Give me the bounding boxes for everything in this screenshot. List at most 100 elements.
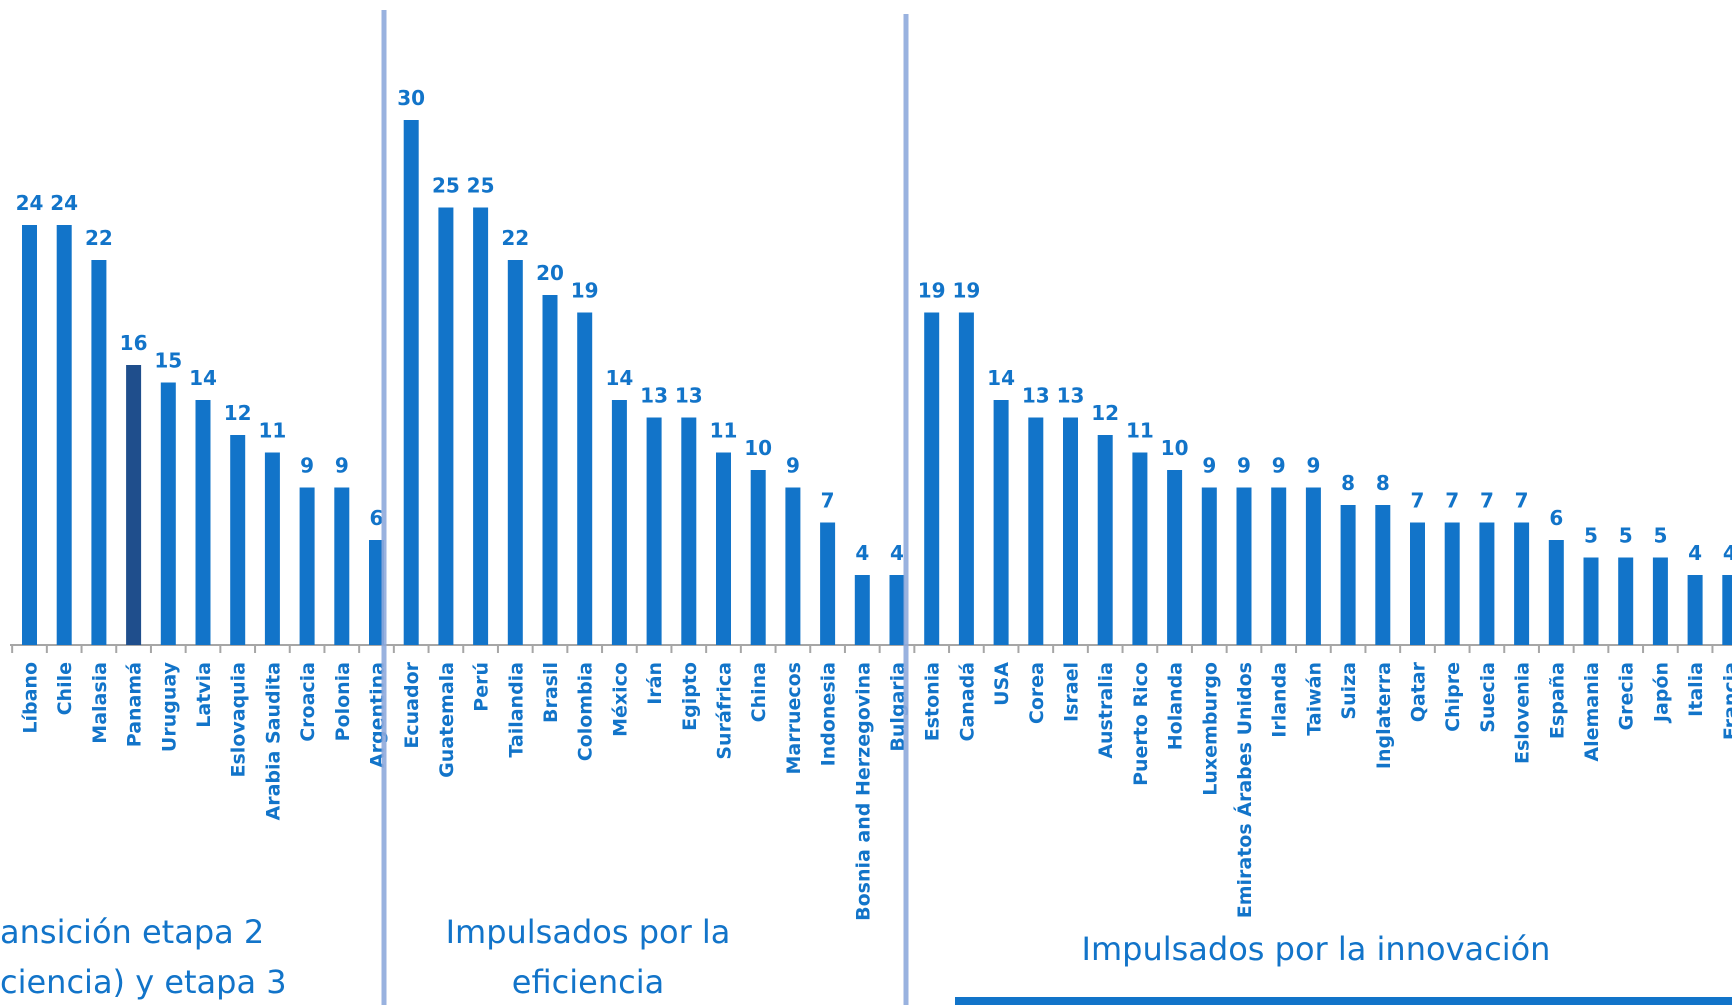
bar-holanda (1167, 470, 1183, 645)
bar-alemania (1583, 557, 1599, 645)
value-label-guatemala: 25 (432, 174, 460, 198)
bar-brasil (542, 295, 558, 645)
value-label-qatar: 7 (1411, 489, 1425, 513)
value-label-ecuador: 30 (397, 86, 425, 110)
value-label-croacia: 9 (300, 454, 314, 478)
value-label-suiza: 8 (1341, 471, 1355, 495)
bar-taiwan (1305, 487, 1321, 645)
value-label-emiratos-arabes-unidos: 9 (1237, 454, 1251, 478)
value-label-tailandia: 22 (501, 226, 529, 250)
group-label-innovation: Impulsados por la innovación (1082, 930, 1551, 968)
bar-espana (1548, 540, 1564, 645)
category-label-luxemburgo: Luxemburgo (1199, 662, 1221, 796)
value-label-bulgaria: 4 (890, 541, 904, 565)
bar-suecia (1479, 522, 1495, 645)
bar-chile (56, 225, 72, 645)
bar-usa (993, 400, 1009, 645)
value-label-indonesia: 7 (821, 489, 835, 513)
value-label-argentina: 6 (370, 506, 384, 530)
bar-bosnia-and-herzegovina (854, 575, 870, 645)
bar-emiratos-arabes-unidos (1236, 487, 1252, 645)
bar-suiza (1340, 505, 1356, 645)
category-label-guatemala: Guatemala (436, 662, 458, 778)
value-label-inglaterra: 8 (1376, 471, 1390, 495)
bar-corea (1028, 417, 1044, 645)
bar-panama (126, 365, 142, 645)
category-label-alemania: Alemania (1581, 662, 1603, 762)
value-label-suecia: 7 (1480, 489, 1494, 513)
group-label-efficiency-line2: eficiencia (512, 963, 664, 1001)
bar-latvia (195, 400, 211, 645)
bar-grecia (1618, 557, 1634, 645)
bar-canada (958, 312, 974, 645)
bar-eslovaquia (230, 435, 246, 645)
bar-irlanda (1271, 487, 1287, 645)
bar-israel (1063, 417, 1078, 645)
value-label-corea: 13 (1022, 384, 1050, 408)
category-label-qatar: Qatar (1408, 661, 1430, 722)
category-label-marruecos: Marruecos (783, 662, 805, 775)
category-label-croacia: Croacia (297, 662, 319, 742)
value-label-iran: 13 (640, 384, 668, 408)
value-label-malasia: 22 (85, 226, 113, 250)
category-label-francia: Francia (1720, 662, 1732, 740)
bar-luxemburgo (1201, 487, 1217, 645)
value-label-usa: 14 (987, 366, 1015, 390)
category-label-estonia: Estonia (922, 662, 944, 741)
category-label-libano: Líbano (20, 662, 42, 734)
category-label-arabia-saudita: Arabia Saudita (262, 662, 284, 821)
group-label-efficiency-line1: Impulsados por la (446, 913, 731, 951)
value-label-uruguay: 15 (154, 349, 182, 373)
category-label-israel: Israel (1061, 662, 1083, 722)
category-label-polonia: Polonia (332, 662, 354, 741)
bar-polonia (334, 487, 350, 645)
bar-surafrica (716, 452, 731, 645)
value-label-arabia-saudita: 11 (258, 419, 286, 443)
category-label-suecia: Suecia (1477, 662, 1499, 733)
bar-estonia (924, 312, 940, 645)
value-label-egipto: 13 (675, 384, 703, 408)
value-label-francia: 4 (1723, 541, 1732, 565)
value-label-israel: 13 (1057, 384, 1085, 408)
category-label-puerto-rico: Puerto Rico (1130, 662, 1152, 786)
category-label-taiwan: Taiwán (1303, 662, 1325, 736)
category-label-ecuador: Ecuador (401, 661, 423, 748)
bar-egipto (681, 417, 697, 645)
category-label-colombia: Colombia (575, 662, 597, 761)
bar-arabia-saudita (264, 452, 280, 645)
category-label-peru: Perú (471, 662, 493, 712)
value-label-alemania: 5 (1584, 524, 1598, 548)
bar-guatemala (438, 207, 454, 645)
category-label-eslovenia: Eslovenia (1512, 662, 1534, 764)
innovation-underline (955, 997, 1732, 1005)
bar-indonesia (820, 522, 836, 645)
value-label-peru: 25 (467, 174, 495, 198)
group-label-transition-line1: ansición etapa 2 (0, 913, 264, 951)
category-label-bosnia-and-herzegovina: Bosnia and Herzegovina (852, 662, 874, 921)
category-label-latvia: Latvia (193, 662, 215, 728)
category-label-japon: Japón (1650, 662, 1672, 724)
category-label-irlanda: Irlanda (1269, 662, 1291, 738)
value-label-chile: 24 (50, 191, 78, 215)
bars-group (22, 120, 1732, 645)
value-label-china: 10 (744, 436, 772, 460)
value-label-chipre: 7 (1445, 489, 1459, 513)
bar-ecuador (403, 120, 419, 645)
bar-australia (1097, 435, 1113, 645)
value-label-panama: 16 (120, 331, 148, 355)
value-label-canada: 19 (952, 279, 980, 303)
bar-malasia (91, 260, 107, 645)
category-label-grecia: Grecia (1616, 662, 1638, 730)
bar-argentina (369, 540, 384, 645)
bar-tailandia (507, 260, 523, 645)
value-label-eslovenia: 7 (1515, 489, 1529, 513)
value-label-eslovaquia: 12 (224, 401, 252, 425)
bar-inglaterra (1375, 505, 1391, 645)
value-label-italia: 4 (1688, 541, 1702, 565)
value-label-grecia: 5 (1619, 524, 1633, 548)
category-label-usa: USA (991, 662, 1013, 706)
value-label-colombia: 19 (571, 279, 599, 303)
category-label-chipre: Chipre (1442, 662, 1464, 732)
value-label-japon: 5 (1653, 524, 1667, 548)
